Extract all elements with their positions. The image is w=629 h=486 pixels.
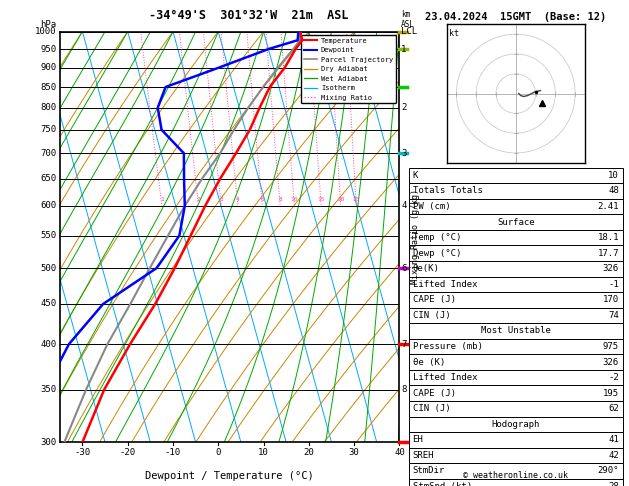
- Text: 2: 2: [401, 103, 407, 112]
- Text: Surface: Surface: [497, 218, 535, 226]
- Text: hPa: hPa: [40, 20, 57, 29]
- Text: θe (K): θe (K): [413, 358, 445, 366]
- Text: 195: 195: [603, 389, 619, 398]
- Text: CIN (J): CIN (J): [413, 311, 450, 320]
- Text: 1000: 1000: [35, 27, 57, 36]
- Text: 1: 1: [160, 197, 164, 202]
- Text: 42: 42: [608, 451, 619, 460]
- Text: Most Unstable: Most Unstable: [481, 327, 551, 335]
- Text: 6: 6: [401, 263, 407, 273]
- Text: 20: 20: [337, 197, 345, 202]
- Text: K: K: [413, 171, 418, 180]
- Text: 4: 4: [236, 197, 240, 202]
- Text: 23.04.2024  15GMT  (Base: 12): 23.04.2024 15GMT (Base: 12): [425, 12, 606, 22]
- Text: 750: 750: [40, 125, 57, 134]
- Text: 450: 450: [40, 299, 57, 309]
- Text: -34°49'S  301°32'W  21m  ASL: -34°49'S 301°32'W 21m ASL: [148, 9, 348, 22]
- Text: 170: 170: [603, 295, 619, 304]
- Text: 48: 48: [608, 187, 619, 195]
- Text: 326: 326: [603, 358, 619, 366]
- Text: θe(K): θe(K): [413, 264, 440, 273]
- Text: 326: 326: [603, 264, 619, 273]
- Text: CAPE (J): CAPE (J): [413, 295, 455, 304]
- Text: LCL: LCL: [401, 27, 418, 36]
- Legend: Temperature, Dewpoint, Parcel Trajectory, Dry Adiabat, Wet Adiabat, Isotherm, Mi: Temperature, Dewpoint, Parcel Trajectory…: [301, 35, 396, 104]
- Text: -2: -2: [608, 373, 619, 382]
- Text: Temp (°C): Temp (°C): [413, 233, 461, 242]
- Text: 650: 650: [40, 174, 57, 183]
- Text: Hodograph: Hodograph: [492, 420, 540, 429]
- Text: 350: 350: [40, 385, 57, 394]
- Text: CIN (J): CIN (J): [413, 404, 450, 413]
- Text: 15: 15: [318, 197, 325, 202]
- Text: 3: 3: [401, 149, 407, 158]
- Text: 500: 500: [40, 263, 57, 273]
- Text: Mixing Ratio (g/kg): Mixing Ratio (g/kg): [411, 190, 420, 284]
- Text: 950: 950: [40, 45, 57, 53]
- Text: 41: 41: [608, 435, 619, 444]
- Text: 30: 30: [348, 448, 360, 457]
- Text: 900: 900: [40, 63, 57, 72]
- Text: 0: 0: [216, 448, 221, 457]
- Text: Pressure (mb): Pressure (mb): [413, 342, 482, 351]
- Text: Totals Totals: Totals Totals: [413, 187, 482, 195]
- Text: 3: 3: [220, 197, 223, 202]
- Text: StmSpd (kt): StmSpd (kt): [413, 482, 472, 486]
- Text: 400: 400: [40, 340, 57, 348]
- Text: 300: 300: [40, 438, 57, 447]
- Text: -30: -30: [74, 448, 91, 457]
- Text: 8: 8: [401, 385, 407, 394]
- Text: Lifted Index: Lifted Index: [413, 280, 477, 289]
- Text: 10: 10: [291, 197, 298, 202]
- Text: Dewpoint / Temperature (°C): Dewpoint / Temperature (°C): [145, 471, 314, 482]
- Text: 1: 1: [401, 45, 407, 53]
- Text: 62: 62: [608, 404, 619, 413]
- Text: 40: 40: [394, 448, 405, 457]
- Text: 2.41: 2.41: [598, 202, 619, 211]
- Text: 600: 600: [40, 201, 57, 210]
- Text: 18.1: 18.1: [598, 233, 619, 242]
- Text: Dewp (°C): Dewp (°C): [413, 249, 461, 258]
- Text: 4: 4: [401, 201, 407, 210]
- Text: 550: 550: [40, 231, 57, 240]
- Text: 74: 74: [608, 311, 619, 320]
- Text: © weatheronline.co.uk: © weatheronline.co.uk: [464, 471, 568, 480]
- Text: km
ASL: km ASL: [401, 10, 415, 29]
- Text: 28: 28: [608, 482, 619, 486]
- Text: -10: -10: [165, 448, 181, 457]
- Text: 7: 7: [401, 340, 407, 348]
- Text: 290°: 290°: [598, 467, 619, 475]
- Text: CAPE (J): CAPE (J): [413, 389, 455, 398]
- Text: 8: 8: [279, 197, 282, 202]
- Text: 2: 2: [197, 197, 201, 202]
- Text: SREH: SREH: [413, 451, 434, 460]
- Text: 10: 10: [608, 171, 619, 180]
- Text: 800: 800: [40, 103, 57, 112]
- Text: -1: -1: [608, 280, 619, 289]
- Text: StmDir: StmDir: [413, 467, 445, 475]
- Text: 25: 25: [352, 197, 360, 202]
- Text: 17.7: 17.7: [598, 249, 619, 258]
- Text: PW (cm): PW (cm): [413, 202, 450, 211]
- Text: 10: 10: [258, 448, 269, 457]
- Text: 975: 975: [603, 342, 619, 351]
- Text: EH: EH: [413, 435, 423, 444]
- Text: kt: kt: [450, 29, 460, 38]
- Text: 850: 850: [40, 83, 57, 91]
- Text: Lifted Index: Lifted Index: [413, 373, 477, 382]
- Text: 20: 20: [303, 448, 314, 457]
- Text: 6: 6: [260, 197, 264, 202]
- Text: -20: -20: [120, 448, 136, 457]
- Text: 700: 700: [40, 149, 57, 158]
